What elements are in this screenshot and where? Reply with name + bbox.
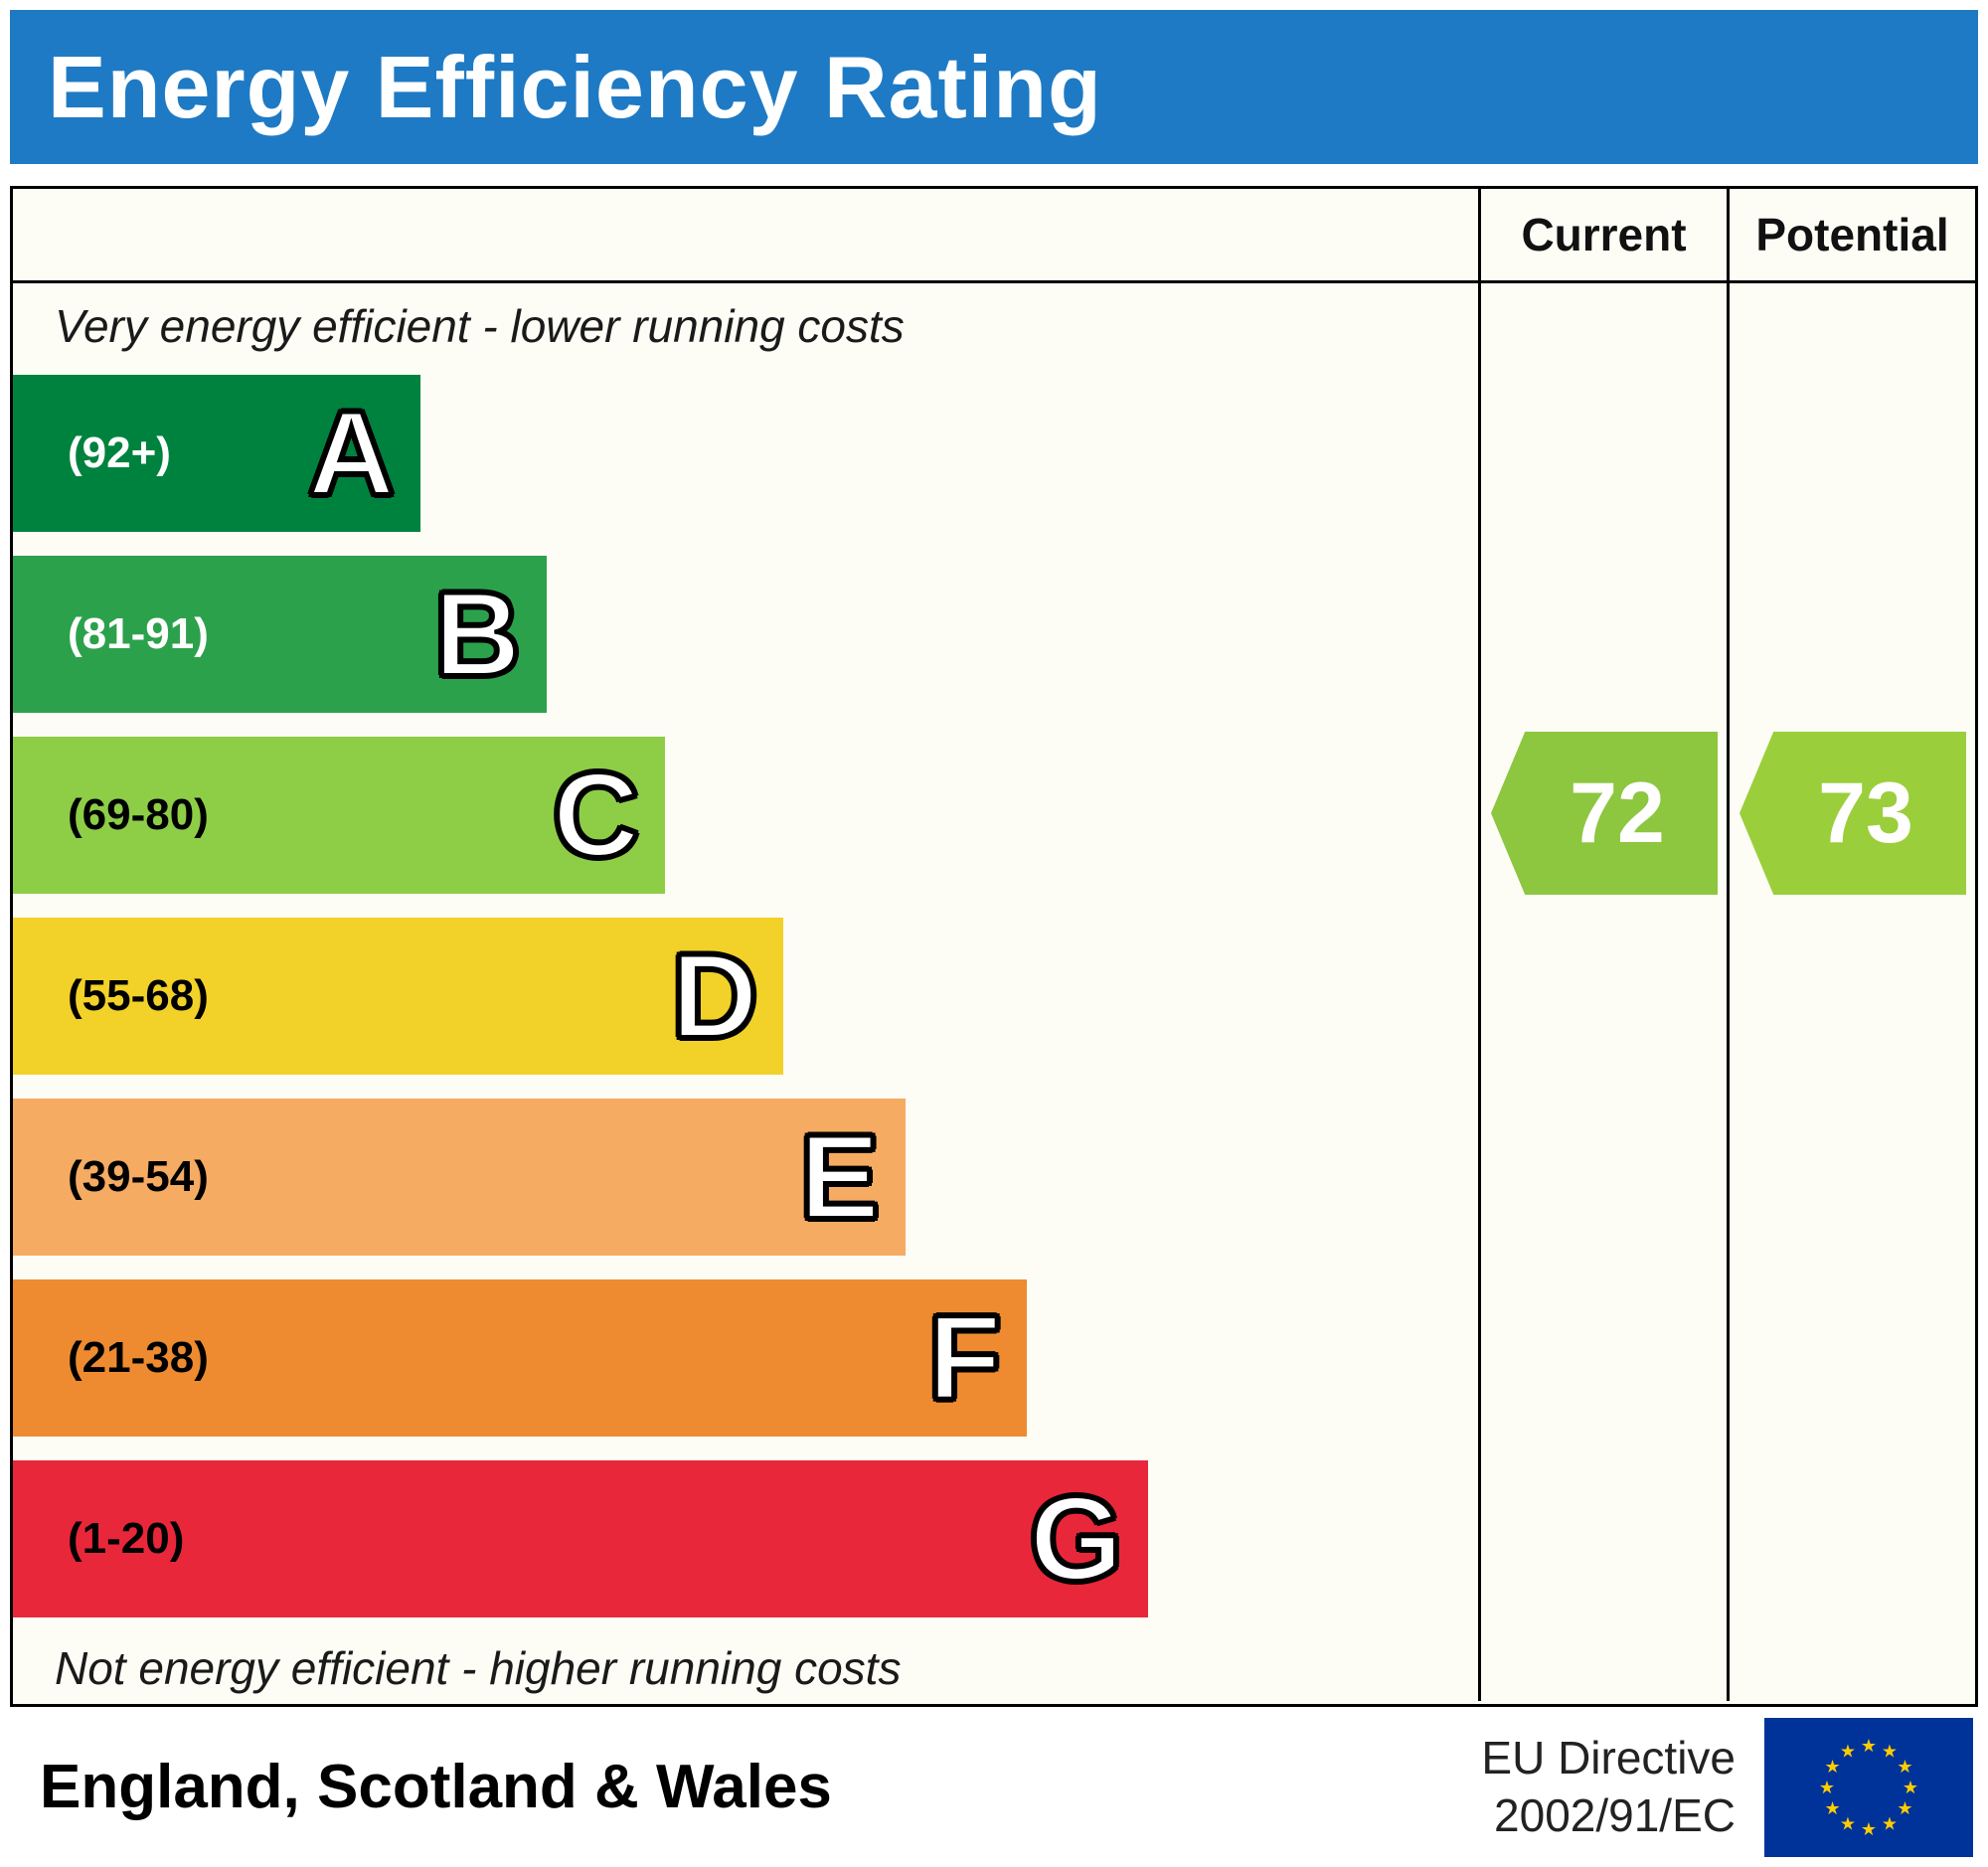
eu-flag-icon: ★ ★ ★ ★ ★ ★ ★ ★ ★ ★ ★ ★ [1764, 1717, 1973, 1857]
band-bar-e: (39-54) E [13, 1099, 906, 1256]
band-row-e: (39-54) E [13, 1099, 1478, 1256]
band-range-label: (21-38) [68, 1333, 209, 1382]
potential-rating-value: 73 [1818, 764, 1913, 861]
region-label: England, Scotland & Wales [40, 1753, 832, 1821]
bands-chart-area: Very energy efficient - lower running co… [13, 283, 1478, 1701]
band-bar-a: (92+) A [13, 375, 420, 532]
eu-directive-label: EU Directive 2002/91/EC [1481, 1730, 1736, 1844]
svg-text:★: ★ [1840, 1813, 1856, 1834]
svg-text:★: ★ [1882, 1741, 1898, 1762]
current-rating-value: 72 [1570, 764, 1665, 861]
band-letter: D [670, 930, 760, 1063]
svg-text:★: ★ [1825, 1798, 1841, 1819]
current-column: 72 [1478, 283, 1727, 1701]
svg-text:★: ★ [1897, 1757, 1912, 1778]
band-range-label: (92+) [68, 428, 171, 477]
svg-text:★: ★ [1882, 1813, 1898, 1834]
energy-efficiency-header: Energy Efficiency Rating [10, 10, 1978, 164]
band-range-label: (1-20) [68, 1514, 185, 1563]
band-row-f: (21-38) F [13, 1279, 1478, 1437]
band-letter: G [1028, 1472, 1124, 1606]
svg-text:★: ★ [1819, 1778, 1835, 1798]
band-row-c: (69-80) C [13, 737, 1478, 894]
svg-text:★: ★ [1840, 1741, 1856, 1762]
page-title: Energy Efficiency Rating [48, 37, 1102, 136]
band-range-label: (39-54) [68, 1152, 209, 1201]
potential-column: 73 [1727, 283, 1975, 1701]
eu-directive-line1: EU Directive [1481, 1732, 1736, 1783]
band-range-label: (69-80) [68, 790, 209, 839]
current-rating-arrow: 72 [1491, 732, 1718, 895]
footer: England, Scotland & Wales EU Directive 2… [10, 1707, 1978, 1867]
potential-column-header: Potential [1727, 189, 1975, 280]
band-letter: A [306, 387, 397, 520]
table-header-spacer [13, 189, 1478, 280]
eu-directive-line2: 2002/91/EC [1494, 1788, 1736, 1841]
band-bar-b: (81-91) B [13, 556, 547, 713]
band-letter: B [432, 568, 523, 701]
table-body: Very energy efficient - lower running co… [13, 283, 1975, 1701]
band-row-a: (92+) A [13, 375, 1478, 532]
band-bar-g: (1-20) G [13, 1460, 1149, 1617]
band-row-d: (55-68) D [13, 918, 1478, 1075]
potential-rating-arrow: 73 [1740, 732, 1966, 895]
current-column-header: Current [1478, 189, 1727, 280]
table-header-row: Current Potential [13, 189, 1975, 283]
band-range-label: (55-68) [68, 971, 209, 1020]
svg-text:★: ★ [1903, 1778, 1918, 1798]
svg-text:★: ★ [1861, 1819, 1877, 1840]
band-letter: F [926, 1291, 1003, 1425]
band-letter: C [551, 749, 641, 882]
band-row-g: (1-20) G [13, 1460, 1478, 1617]
band-letter: E [798, 1110, 882, 1244]
band-bar-d: (55-68) D [13, 918, 784, 1075]
band-bar-c: (69-80) C [13, 737, 665, 894]
svg-text:★: ★ [1861, 1736, 1877, 1757]
svg-text:★: ★ [1897, 1798, 1912, 1819]
svg-text:★: ★ [1825, 1757, 1841, 1778]
band-row-b: (81-91) B [13, 556, 1478, 713]
bottom-scale-note: Not energy efficient - higher running co… [55, 1642, 902, 1694]
band-range-label: (81-91) [68, 609, 209, 658]
rating-table: Current Potential Very energy efficient … [10, 186, 1978, 1707]
top-scale-note: Very energy efficient - lower running co… [55, 300, 905, 352]
band-bar-f: (21-38) F [13, 1279, 1027, 1437]
